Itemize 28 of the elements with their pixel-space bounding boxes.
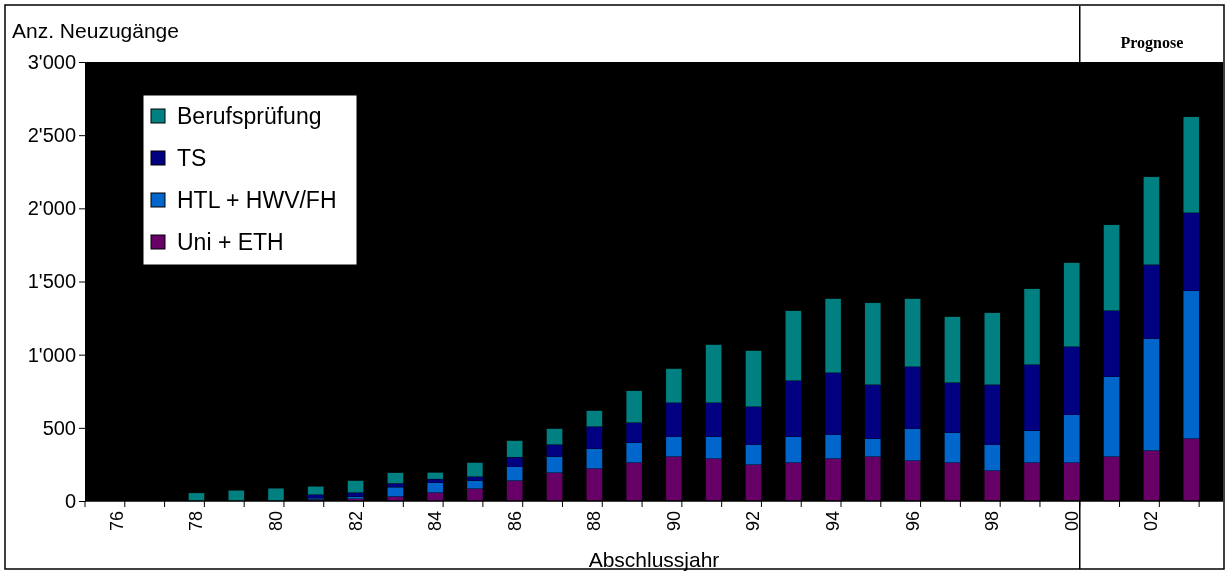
legend-label: Berufsprüfung [177,103,322,129]
y-tick-label: 500 [42,416,76,439]
x-axis-title: Abschlussjahr [588,548,720,571]
legend-label: TS [177,145,207,171]
y-tick-label: 3'000 [27,50,76,73]
x-tick-label: 94 [823,511,844,532]
x-tick-label: 80 [265,511,286,532]
legend-label: HTL + HWV/FH [177,187,337,213]
x-tick-label: 98 [982,511,1003,532]
x-tick-label: 96 [902,511,923,532]
x-tick-label: 82 [345,511,366,532]
x-tick-label: 84 [425,511,446,532]
x-tick-label: 92 [743,511,764,532]
x-tick-label: 88 [584,511,605,532]
y-tick-label: 2'500 [27,124,76,147]
y-tick-label: 1'500 [27,270,76,293]
x-tick-label: 76 [106,511,127,532]
y-axis-title: Anz. Neuzugänge [12,19,179,42]
y-tick-label: 2'000 [27,197,76,220]
x-tick-label: 78 [186,511,207,532]
y-tick-label: 0 [64,489,76,512]
x-tick-label: 02 [1141,511,1162,532]
x-tick-label: 00 [1061,511,1082,532]
x-tick-label: 90 [663,511,684,532]
y-tick-label: 1'000 [27,343,76,366]
x-tick-label: 86 [504,511,525,532]
legend-label: Uni + ETH [177,229,284,255]
text: Prognose [1120,34,1184,52]
